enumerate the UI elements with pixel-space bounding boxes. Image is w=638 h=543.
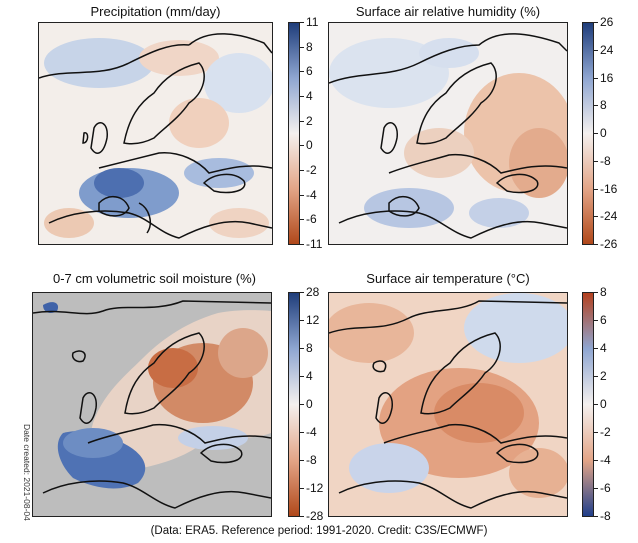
colorbar-tick-mark: [300, 488, 304, 489]
data-credit: (Data: ERA5. Reference period: 1991-2020…: [150, 525, 488, 537]
colorbar-tick-mark: [594, 432, 598, 433]
colorbar-tick-mark: [300, 376, 304, 377]
colorbar-tick-mark: [594, 292, 598, 293]
colorbar-tick-mark: [594, 78, 598, 79]
colorbar-tick-label: 0: [306, 397, 313, 411]
colorbar-tick-mark: [594, 133, 598, 134]
colorbar-tick-label: 12: [306, 313, 320, 327]
colorbar-tick-label: 2: [306, 114, 313, 128]
colorbar-tick-label: -4: [306, 188, 317, 202]
map-humidity: [328, 22, 568, 245]
colorbar-tick-label: 8: [306, 341, 313, 355]
colorbar-ticks-humidity: 26 24 16 8 0 -8 -16 -24 -26: [594, 16, 634, 250]
colorbar-tick-label: 0: [600, 126, 607, 140]
colorbar-tick-label: -28: [306, 509, 324, 523]
colorbar-precipitation: [288, 22, 300, 245]
colorbar-tick-mark: [594, 404, 598, 405]
colorbar-tick-mark: [300, 195, 304, 196]
colorbar-tick-mark: [300, 170, 304, 171]
colorbar-tick-label: 0: [600, 397, 607, 411]
colorbar-tick-label: 28: [306, 285, 320, 299]
colorbar-ticks-soil-moisture: 28 12 8 4 0 -4 -8 -12 -28: [300, 286, 336, 522]
colorbar-tick-label: -2: [600, 425, 611, 439]
temperature-anomaly-map: [329, 293, 567, 516]
colorbar-tick-mark: [594, 161, 598, 162]
colorbar-tick-label: 0: [306, 138, 313, 152]
colorbar-tick-mark: [594, 488, 598, 489]
colorbar-tick-mark: [300, 460, 304, 461]
colorbar-tick-label: -6: [600, 481, 611, 495]
panel-title-temperature: Surface air temperature (°C): [366, 271, 530, 286]
colorbar-tick-mark: [300, 292, 304, 293]
colorbar-tick-mark: [300, 244, 304, 245]
colorbar-tick-mark: [300, 348, 304, 349]
colorbar-tick-mark: [300, 47, 304, 48]
colorbar-tick-label: -8: [306, 453, 317, 467]
colorbar-tick-label: 4: [306, 369, 313, 383]
map-precipitation: [38, 22, 273, 245]
colorbar-tick-mark: [594, 244, 598, 245]
colorbar-tick-label: 11: [306, 15, 319, 29]
colorbar-tick-label: -16: [600, 182, 618, 196]
colorbar-tick-label: -4: [306, 425, 317, 439]
humidity-anomaly-map: [329, 23, 567, 244]
colorbar-ticks-temperature: 8 6 4 2 0 -2 -4 -6 -8: [594, 286, 634, 522]
colorbar-tick-mark: [594, 105, 598, 106]
colorbar-tick-mark: [594, 460, 598, 461]
colorbar-tick-mark: [594, 376, 598, 377]
colorbar-tick-label: 6: [600, 313, 607, 327]
colorbar-tick-label: -6: [306, 212, 317, 226]
colorbar-humidity: [582, 22, 594, 245]
colorbar-tick-label: -8: [600, 154, 611, 168]
colorbar-tick-mark: [300, 145, 304, 146]
colorbar-tick-mark: [594, 50, 598, 51]
colorbar-ticks-precipitation: 11 8 6 4 2 0 -2 -4 -6 -11: [300, 16, 336, 250]
colorbar-tick-label: 8: [600, 98, 607, 112]
colorbar-tick-mark: [594, 189, 598, 190]
colorbar-tick-mark: [300, 404, 304, 405]
colorbar-tick-mark: [594, 516, 598, 517]
panel-title-precipitation: Precipitation (mm/day): [90, 4, 221, 19]
colorbar-tick-label: 2: [600, 369, 607, 383]
colorbar-tick-mark: [594, 22, 598, 23]
colorbar-tick-mark: [300, 516, 304, 517]
colorbar-tick-label: 26: [600, 15, 614, 29]
colorbar-tick-label: 8: [600, 285, 607, 299]
colorbar-temperature: [582, 292, 594, 517]
colorbar-tick-mark: [300, 121, 304, 122]
colorbar-tick-label: -24: [600, 209, 618, 223]
colorbar-tick-label: 4: [600, 341, 607, 355]
colorbar-tick-mark: [300, 219, 304, 220]
colorbar-tick-label: 4: [306, 89, 313, 103]
colorbar-tick-mark: [300, 96, 304, 97]
colorbar-tick-mark: [300, 432, 304, 433]
colorbar-tick-label: -2: [306, 163, 317, 177]
panel-title-humidity: Surface air relative humidity (%): [355, 4, 541, 19]
colorbar-tick-label: -26: [600, 237, 618, 251]
colorbar-tick-label: 24: [600, 43, 614, 57]
date-created-note: Date created: 2021-08-04: [22, 424, 32, 521]
colorbar-tick-label: 16: [600, 71, 614, 85]
colorbar-tick-label: -11: [306, 237, 323, 251]
colorbar-tick-mark: [594, 348, 598, 349]
colorbar-tick-label: 8: [306, 40, 313, 54]
colorbar-soil-moisture: [288, 292, 300, 517]
soil-moisture-anomaly-map: [33, 293, 271, 516]
precipitation-anomaly-map: [39, 23, 272, 244]
colorbar-tick-label: -8: [600, 509, 611, 523]
panel-title-soil-moisture: 0-7 cm volumetric soil moisture (%): [53, 271, 256, 286]
map-soil-moisture: [32, 292, 272, 517]
colorbar-tick-mark: [300, 71, 304, 72]
map-temperature: [328, 292, 568, 517]
colorbar-tick-label: -12: [306, 481, 324, 495]
colorbar-tick-label: -4: [600, 453, 611, 467]
colorbar-tick-mark: [594, 216, 598, 217]
colorbar-tick-mark: [300, 320, 304, 321]
colorbar-tick-label: 6: [306, 64, 313, 78]
colorbar-tick-mark: [594, 320, 598, 321]
colorbar-tick-mark: [300, 22, 304, 23]
